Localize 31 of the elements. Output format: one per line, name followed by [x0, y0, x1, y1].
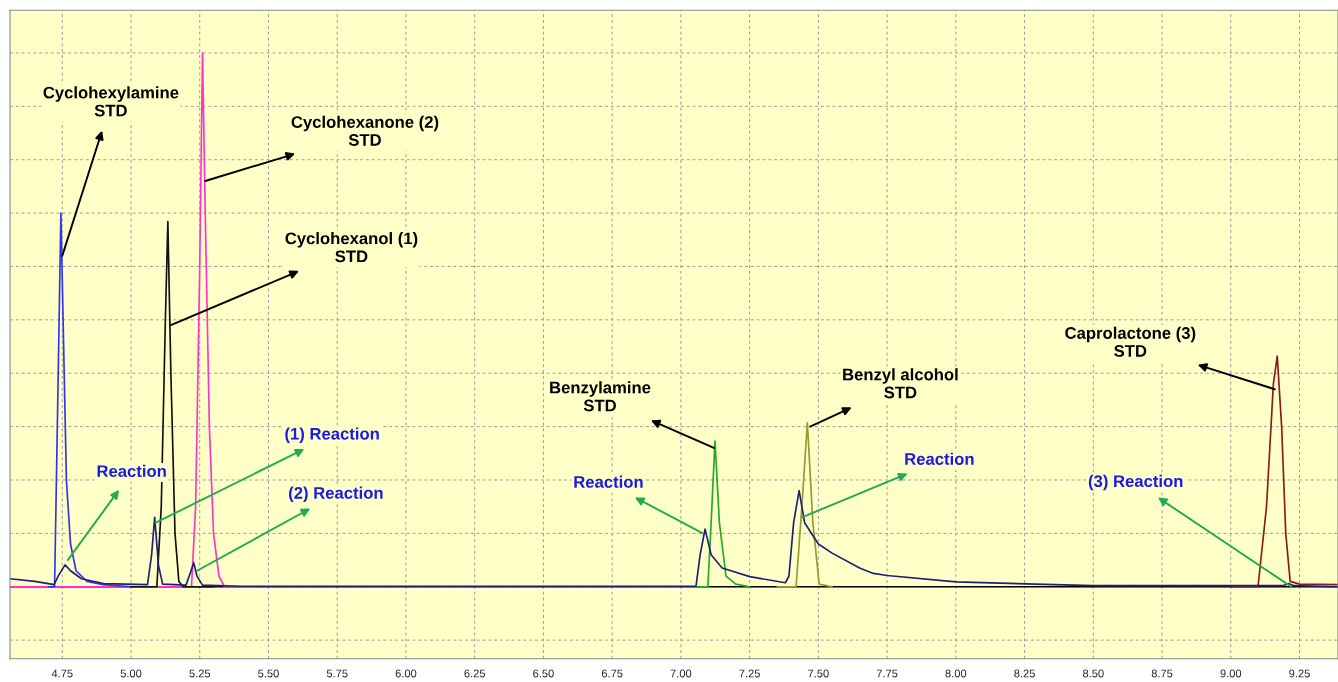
x-tick-label: 5.50 [258, 669, 279, 678]
x-tick-label: 4.75 [51, 669, 73, 678]
annotation: Cyclohexanol (1) STD [285, 232, 418, 263]
annotation: Reaction [574, 475, 643, 488]
x-tick-label: 6.00 [395, 669, 417, 678]
annotation: Reaction [905, 452, 974, 465]
x-tick-label: 6.25 [464, 669, 486, 678]
x-tick-label: 7.00 [670, 669, 692, 678]
x-tick-label: 8.00 [945, 669, 967, 678]
annotation: (2) Reaction [289, 486, 383, 503]
x-tick-label: 7.25 [739, 669, 760, 678]
x-tick-label: 9.00 [1220, 669, 1242, 678]
x-tick-label: 8.25 [1014, 669, 1035, 678]
x-tick-label: 9.25 [1289, 669, 1310, 678]
x-tick-label: 5.25 [189, 669, 211, 678]
x-tick-label: 8.75 [1151, 669, 1173, 678]
x-tick-label: 6.75 [601, 669, 623, 678]
x-tick-label: 5.00 [120, 669, 142, 678]
annotation: Benzyl alcohol STD [843, 368, 958, 399]
x-tick-label: 6.50 [533, 669, 554, 678]
x-tick-label: 5.75 [326, 669, 348, 678]
annotation: (1) Reaction [285, 427, 379, 443]
annotation: (3) Reaction [1088, 474, 1183, 491]
annotation: Benzylamine STD [550, 381, 651, 412]
annotation: Cyclohexanone (2) STD [291, 115, 439, 146]
annotation: Reaction [97, 464, 166, 478]
x-tick-label: 7.75 [876, 669, 898, 678]
annotation: Caprolactone (3) STD [1065, 326, 1196, 357]
x-tick-label: 8.50 [1082, 669, 1104, 678]
annotation: Cyclohexylamine STD [43, 86, 179, 117]
x-tick-label: 7.50 [808, 669, 829, 678]
